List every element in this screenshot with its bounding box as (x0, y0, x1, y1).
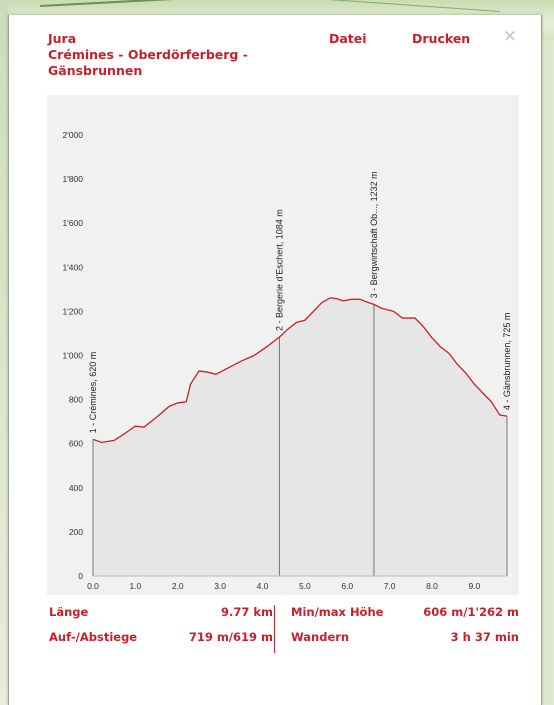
y-tick-label: 1'800 (62, 174, 83, 184)
y-tick-label: 600 (69, 439, 83, 449)
route-name-line2: Gänsbrunnen (48, 63, 143, 78)
y-tick-label: 1'200 (62, 306, 83, 316)
close-icon[interactable]: × (502, 26, 518, 46)
file-menu-link[interactable]: Datei (329, 31, 367, 46)
y-tick-label: 0 (78, 571, 83, 581)
x-tick-label: 3.0 (214, 581, 226, 591)
stats-row-1: Länge 9.77 km Min/max Höhe 606 m/1'262 m (49, 605, 519, 625)
y-tick-label: 1'600 (62, 218, 83, 228)
elevation-area (93, 297, 507, 576)
elevation-chart-svg: 1 - Crémines, 620 m 2 - Bergerie d'Escher… (62, 130, 512, 591)
y-tick-label: 1'400 (62, 262, 83, 272)
waypoint-label: 1 - Crémines, 620 m (88, 352, 98, 434)
elevation-chart: 1 - Crémines, 620 m 2 - Bergerie d'Escher… (47, 95, 519, 595)
route-name-line1: Crémines - Oberdörferberg - (48, 47, 248, 62)
x-tick-label: 7.0 (384, 581, 396, 591)
y-tick-label: 200 (69, 527, 83, 537)
x-tick-label: 8.0 (426, 581, 438, 591)
y-tick-label: 1'000 (62, 351, 83, 361)
map-background-edge (0, 0, 8, 705)
x-tick-label: 9.0 (468, 581, 480, 591)
route-title: Jura Crémines - Oberdörferberg - Gänsbru… (48, 31, 288, 79)
print-link[interactable]: Drucken (412, 31, 471, 46)
waypoint-label: 3 - Bergwirtschaft Ob..., 1232 m (369, 171, 379, 298)
route-stats: Länge 9.77 km Min/max Höhe 606 m/1'262 m… (49, 605, 519, 657)
elevation-line (92, 297, 508, 444)
elevation-profile-dialog: Jura Crémines - Oberdörferberg - Gänsbru… (8, 15, 542, 705)
map-contour (300, 0, 500, 12)
x-tick-label: 6.0 (341, 581, 353, 591)
hike-time-value: 3 h 37 min (450, 630, 519, 644)
stats-divider (274, 605, 275, 653)
minmax-value: 606 m/1'262 m (423, 605, 519, 619)
x-tick-label: 2.0 (172, 581, 184, 591)
ascent-label: Auf-/Abstiege (49, 630, 138, 644)
y-tick-label: 800 (69, 395, 83, 405)
minmax-label: Min/max Höhe (291, 605, 384, 619)
stats-row-2: Auf-/Abstiege 719 m/619 m Wandern 3 h 37… (49, 630, 519, 650)
ascent-value: 719 m/619 m (188, 630, 273, 644)
waypoint-label: 2 - Bergerie d'Eschert, 1084 m (274, 209, 284, 331)
x-tick-label: 4.0 (257, 581, 269, 591)
length-label: Länge (49, 605, 89, 619)
route-region: Jura (48, 31, 77, 46)
x-tick-label: 1.0 (129, 581, 141, 591)
hike-time-label: Wandern (291, 630, 350, 644)
length-value: 9.77 km (220, 605, 273, 619)
x-tick-label: 5.0 (299, 581, 311, 591)
map-contour (40, 0, 230, 7)
x-tick-label: 0.0 (87, 581, 99, 591)
y-tick-label: 2'000 (62, 130, 83, 140)
y-tick-label: 400 (69, 483, 83, 493)
waypoint-label: 4 - Gänsbrunnen, 725 m (502, 313, 512, 411)
